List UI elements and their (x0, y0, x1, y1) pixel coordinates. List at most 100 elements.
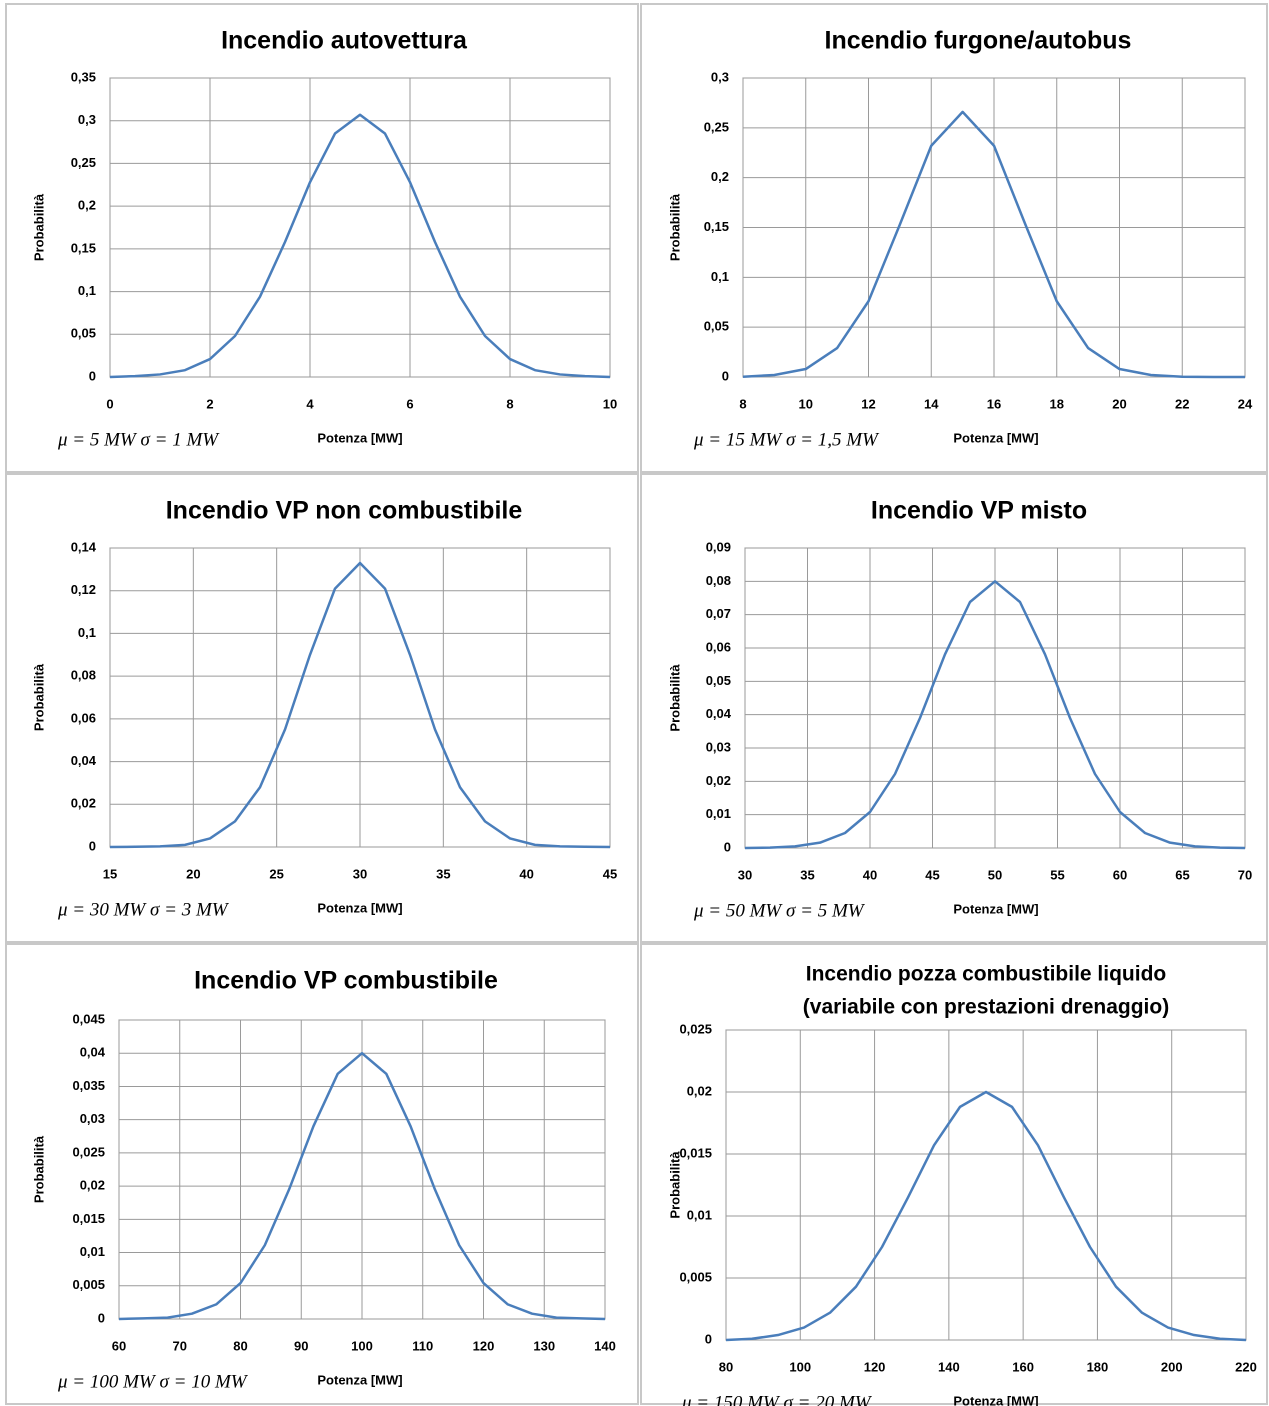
x-tick-label: 180 (1087, 1359, 1109, 1374)
y-tick-label: 0,2 (78, 198, 96, 213)
y-tick-label: 0,03 (706, 739, 731, 754)
x-tick-label: 40 (519, 866, 533, 881)
chart-title: Incendio VP combustibile (194, 967, 498, 995)
annotation: μ = 5 MW σ = 1 MW (57, 429, 220, 450)
y-tick-label: 0,035 (72, 1078, 105, 1093)
y-tick-label: 0,15 (704, 219, 729, 234)
y-tick-label: 0 (722, 368, 729, 383)
x-axis-label: Potenza [MW] (317, 430, 402, 445)
y-tick-label: 0,03 (80, 1111, 105, 1126)
y-tick-label: 0,02 (80, 1178, 105, 1193)
y-tick-label: 0,045 (72, 1011, 105, 1026)
annotation: μ = 15 MW σ = 1,5 MW (693, 429, 880, 450)
x-tick-label: 45 (925, 867, 939, 882)
y-tick-label: 0,25 (71, 155, 96, 170)
x-tick-label: 20 (1112, 396, 1126, 411)
y-tick-label: 0,02 (706, 773, 731, 788)
x-axis-label: Potenza [MW] (953, 430, 1038, 445)
y-tick-label: 0 (98, 1310, 105, 1325)
x-tick-label: 200 (1161, 1359, 1183, 1374)
x-tick-label: 6 (406, 396, 413, 411)
x-tick-label: 10 (799, 396, 813, 411)
data-line (725, 1090, 1247, 1342)
y-tick-label: 0,25 (704, 119, 729, 134)
y-axis-label: Probabilità (31, 1135, 46, 1203)
x-tick-label: 2 (206, 396, 213, 411)
y-tick-label: 0,2 (711, 169, 729, 184)
plot-area (725, 1029, 1247, 1341)
y-tick-label: 0,04 (80, 1045, 106, 1060)
y-tick-label: 0,14 (71, 539, 97, 554)
x-tick-label: 18 (1050, 396, 1064, 411)
y-tick-label: 0,1 (78, 283, 96, 298)
panel-border (5, 943, 639, 1405)
y-axis-label: Probabilità (31, 663, 46, 731)
y-tick-label: 0,04 (71, 753, 97, 768)
y-tick-label: 0 (724, 839, 731, 854)
y-axis-label: Probabilità (31, 193, 46, 261)
x-axis-label: Potenza [MW] (953, 901, 1038, 916)
x-tick-label: 16 (987, 396, 1001, 411)
y-tick-label: 0,05 (71, 326, 96, 341)
data-line (742, 110, 1245, 379)
chart-title: Incendio autovettura (221, 27, 468, 55)
y-axis-label: Probabilità (667, 193, 682, 261)
x-tick-label: 60 (1113, 867, 1127, 882)
y-tick-label: 0,01 (687, 1207, 712, 1222)
y-tick-label: 0,015 (679, 1145, 712, 1160)
y-tick-label: 0,09 (706, 539, 731, 554)
x-tick-label: 120 (473, 1338, 495, 1353)
chart-title: Incendio VP misto (871, 497, 1087, 525)
panel-border (640, 473, 1268, 943)
x-tick-label: 30 (353, 866, 367, 881)
data-line (109, 113, 611, 379)
y-tick-label: 0,02 (687, 1083, 712, 1098)
y-tick-label: 0,12 (71, 582, 96, 597)
x-tick-label: 45 (603, 866, 617, 881)
x-tick-label: 130 (533, 1338, 555, 1353)
y-tick-label: 0,08 (71, 668, 96, 683)
chart-title: Incendio furgone/autobus (825, 27, 1132, 55)
x-tick-label: 65 (1175, 867, 1189, 882)
chart-title: (variabile con prestazioni drenaggio) (803, 996, 1169, 1019)
y-tick-label: 0,1 (711, 269, 729, 284)
y-tick-label: 0,05 (706, 673, 731, 688)
x-tick-label: 160 (1012, 1359, 1034, 1374)
x-tick-label: 70 (1238, 867, 1252, 882)
y-axis-label: Probabilità (667, 664, 682, 732)
y-tick-label: 0,3 (711, 69, 729, 84)
y-tick-label: 0,08 (706, 573, 731, 588)
x-axis-label: Potenza [MW] (317, 1372, 402, 1387)
x-tick-label: 110 (412, 1338, 433, 1353)
x-tick-label: 22 (1175, 396, 1189, 411)
x-tick-label: 24 (1238, 396, 1253, 411)
x-tick-label: 25 (269, 866, 283, 881)
x-tick-label: 15 (103, 866, 117, 881)
y-tick-label: 0,1 (78, 625, 96, 640)
panel-border (640, 3, 1268, 473)
x-tick-label: 220 (1235, 1359, 1257, 1374)
x-tick-label: 60 (112, 1338, 126, 1353)
x-tick-label: 90 (294, 1338, 308, 1353)
y-tick-label: 0,015 (72, 1211, 105, 1226)
x-axis-label: Potenza [MW] (953, 1393, 1038, 1406)
y-tick-label: 0,05 (704, 319, 729, 334)
y-tick-label: 0,01 (80, 1244, 105, 1259)
x-tick-label: 8 (739, 396, 746, 411)
x-tick-label: 30 (738, 867, 752, 882)
x-tick-label: 80 (719, 1359, 733, 1374)
y-tick-label: 0,06 (706, 639, 731, 654)
y-tick-label: 0,06 (71, 710, 96, 725)
annotation: μ = 150 MW σ = 20 MW (681, 1392, 873, 1406)
y-tick-label: 0,3 (78, 112, 96, 127)
y-tick-label: 0 (705, 1331, 712, 1346)
x-tick-label: 55 (1050, 867, 1064, 882)
x-tick-label: 0 (106, 396, 113, 411)
y-tick-label: 0,04 (706, 706, 732, 721)
data-line (118, 1051, 606, 1321)
y-tick-label: 0,005 (72, 1277, 105, 1292)
x-tick-label: 4 (306, 396, 314, 411)
x-tick-label: 14 (924, 396, 939, 411)
x-tick-label: 10 (603, 396, 617, 411)
